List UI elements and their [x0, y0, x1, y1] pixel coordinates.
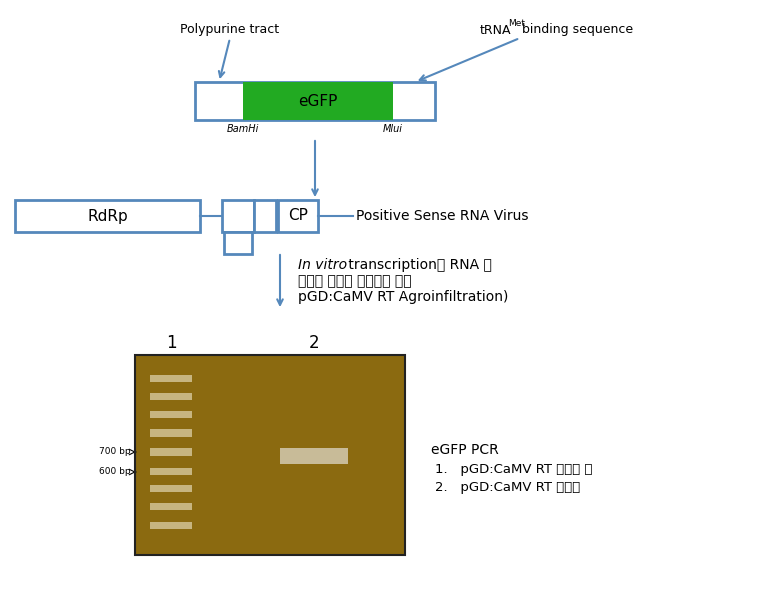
Text: binding sequence: binding sequence [518, 23, 633, 37]
Text: 2.   pGD:CaMV RT 처리잎: 2. pGD:CaMV RT 처리잎 [435, 481, 580, 494]
Text: pGD:CaMV RT Agroinfiltration): pGD:CaMV RT Agroinfiltration) [298, 290, 508, 304]
Text: Positive Sense RNA Virus: Positive Sense RNA Virus [356, 209, 529, 223]
Bar [135, 355, 405, 555]
Bar [15, 200, 200, 232]
Bar [150, 468, 192, 475]
Bar [254, 200, 276, 232]
Bar [150, 485, 192, 492]
Text: 600 bp: 600 bp [99, 467, 131, 476]
Bar [150, 522, 192, 529]
Bar [150, 393, 192, 400]
Bar [243, 82, 393, 120]
Text: eGFP: eGFP [298, 94, 337, 109]
Text: In vitro: In vitro [298, 258, 347, 272]
Bar [280, 448, 348, 464]
Text: tRNA: tRNA [480, 23, 512, 37]
Bar [150, 503, 192, 510]
Bar [278, 200, 318, 232]
Text: eGFP PCR: eGFP PCR [431, 443, 499, 457]
Bar [195, 82, 435, 120]
Bar [150, 375, 192, 382]
Bar [150, 448, 192, 456]
Text: RdRp: RdRp [87, 208, 128, 223]
Text: Met: Met [508, 19, 525, 28]
Text: transcription（ RNA 로: transcription（ RNA 로 [344, 258, 492, 272]
Text: 1.   pGD:CaMV RT 무처리 잎: 1. pGD:CaMV RT 무처리 잎 [435, 463, 593, 476]
Text: 700 bp: 700 bp [99, 448, 131, 457]
Text: CP: CP [288, 208, 308, 223]
Bar [150, 429, 192, 437]
Text: Polypurine tract: Polypurine tract [180, 23, 280, 37]
Text: 담배에 접종후 병징발생 잎에: 담배에 접종후 병징발생 잎에 [298, 274, 412, 288]
Text: Mlui: Mlui [383, 124, 403, 134]
Text: BamHi: BamHi [226, 124, 259, 134]
Bar [150, 411, 192, 418]
Bar [135, 355, 405, 555]
Text: 1: 1 [166, 334, 177, 352]
Text: 2: 2 [308, 334, 319, 352]
Bar [224, 232, 252, 254]
Bar [222, 200, 254, 232]
